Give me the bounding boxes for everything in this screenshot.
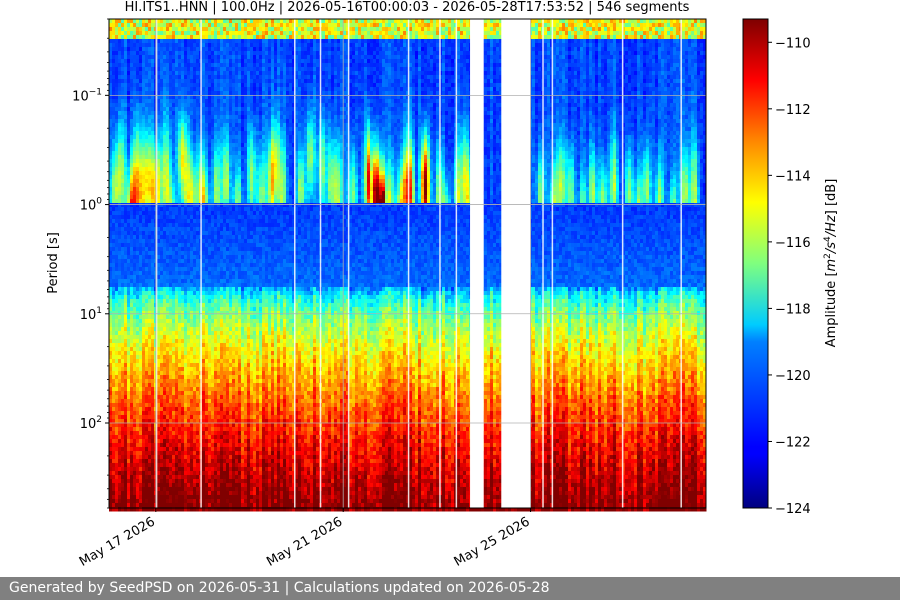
x-axis: May 17 2026 May 21 2026 May 25 2026 [77,508,533,570]
y-tick-label-2: 101 [80,306,102,323]
footer-bar: Generated by SeedPSD on 2026-05-31 | Cal… [0,577,900,600]
data-gaps [155,19,682,508]
plot-area [108,18,707,512]
colorbar [742,18,769,509]
plot-frame [108,18,707,509]
x-tick-label-1: May 21 2026 [264,514,345,569]
colorbar-tick-label-3: −116 [775,236,811,251]
colorbar-tick-label-7: −124 [775,502,811,517]
colorbar-tick-label-6: −122 [775,435,811,450]
colorbar-tick-label-1: −112 [775,103,811,118]
colorbar-ticks: −110 −112 −114 −116 −118 −120 −122 −124 [768,36,811,517]
y-tick-label-0: 10−1 [72,87,102,104]
y-axis: 10−1 100 101 102 [72,18,109,509]
y-tick-label-3: 102 [80,415,102,432]
chart-title: HI.ITS1..HNN | 100.0Hz | 2026-05-16T00:0… [125,0,690,15]
y-axis-label: Period [s] [46,232,61,294]
colorbar-tick-label-0: −110 [775,36,811,51]
colorbar-tick-label-2: −114 [775,169,811,184]
grid-lines [109,19,706,508]
footer-text: Generated by SeedPSD on 2026-05-31 | Cal… [9,580,550,596]
heatmap-cells [109,19,707,512]
y-tick-label-1: 100 [80,197,103,214]
x-tick-label-2: May 25 2026 [452,514,533,569]
colorbar-tick-label-4: −118 [775,302,811,317]
colorbar-label: Amplitude [m2/s4/Hz] [dB] [823,179,839,348]
colorbar-tick-label-5: −120 [775,369,811,384]
x-tick-label-0: May 17 2026 [77,514,158,569]
